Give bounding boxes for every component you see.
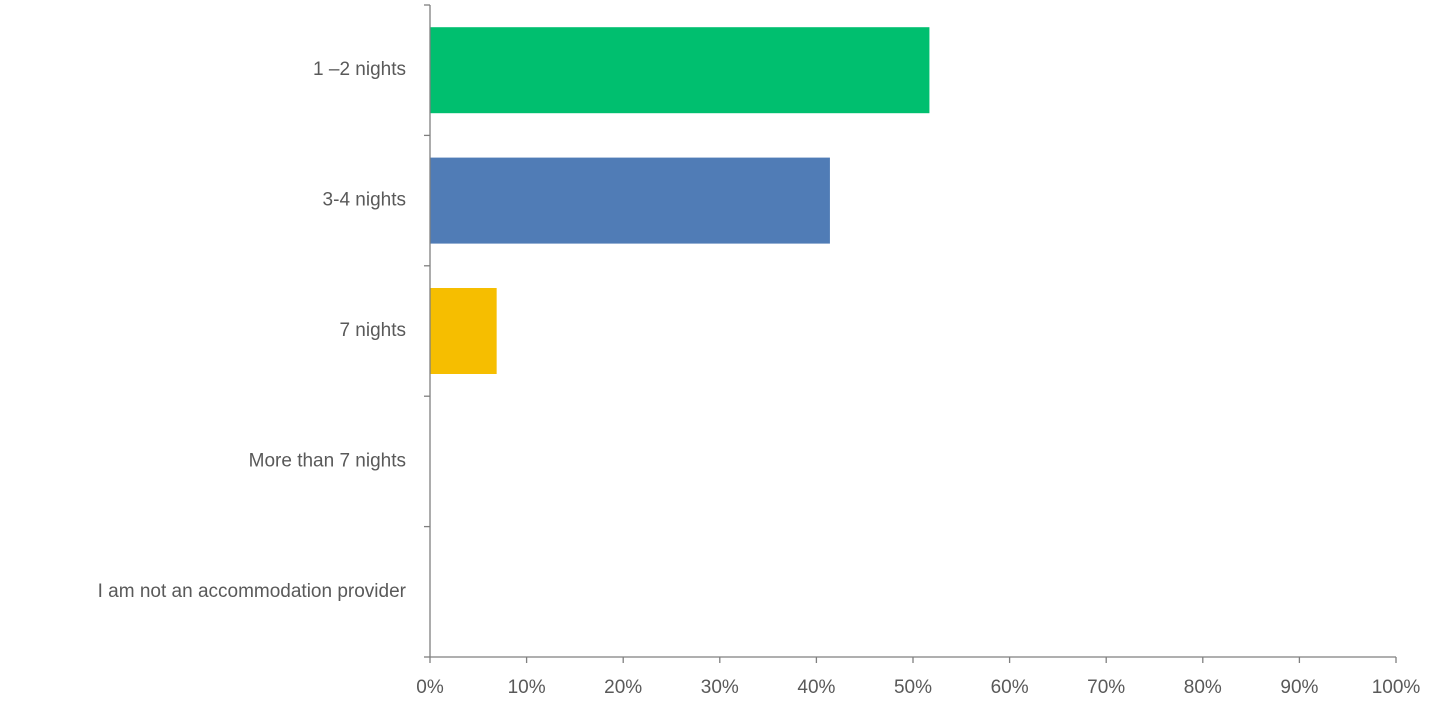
x-tick-label-6: 60% [991, 677, 1029, 698]
category-label-4: I am not an accommodation provider [98, 581, 407, 602]
y-axis-ticks [424, 4, 430, 658]
x-tick-label-10: 100% [1372, 677, 1421, 698]
category-label-0: 1 –2 nights [313, 59, 406, 80]
category-label-1: 3-4 nights [323, 190, 406, 211]
x-tick-labels: 0% 10% 20% 30% 40% 50% 60% 70% 80% 90% 100% [416, 677, 1420, 698]
category-label-3: More than 7 nights [249, 450, 406, 471]
category-label-2: 7 nights [339, 320, 406, 341]
bar-1 [430, 157, 830, 244]
x-tick-label-9: 90% [1280, 677, 1318, 698]
x-tick-label-1: 10% [508, 677, 546, 698]
x-tick-label-4: 40% [797, 677, 835, 698]
x-tick-label-0: 0% [416, 677, 444, 698]
bar-2 [430, 288, 497, 374]
category-labels: 1 –2 nights 3-4 nights 7 nights More than 7… [98, 59, 407, 602]
x-tick-label-3: 30% [701, 677, 739, 698]
x-tick-label-7: 70% [1087, 677, 1125, 698]
bar-0 [430, 27, 930, 114]
bars-group [430, 27, 930, 374]
x-axis-ticks [429, 657, 1397, 663]
x-tick-label-5: 50% [894, 677, 932, 698]
x-tick-label-8: 80% [1184, 677, 1222, 698]
x-tick-label-2: 20% [604, 677, 642, 698]
